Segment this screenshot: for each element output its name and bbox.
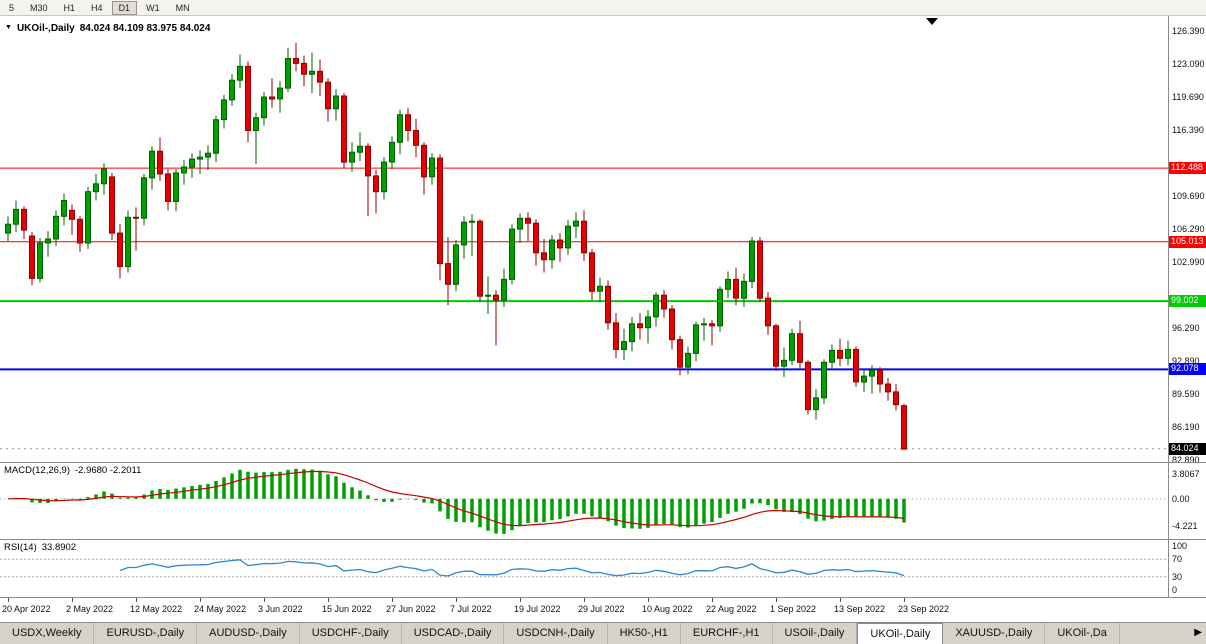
chart-tab-usdchf-daily[interactable]: USDCHF-,Daily bbox=[300, 623, 402, 644]
timeframe-button-mn[interactable]: MN bbox=[175, 2, 190, 13]
tab-scroll-right-icon[interactable]: ▶ bbox=[1194, 627, 1202, 638]
price-badge: 105.013 bbox=[1169, 235, 1206, 248]
timeframe-button-5[interactable]: 5 bbox=[9, 2, 15, 13]
date-axis-label: 19 Jul 2022 bbox=[514, 604, 561, 614]
macd-indicator-header: MACD(12,26,9) -2.9680 -2.2011 bbox=[4, 465, 141, 476]
date-axis-label: 13 Sep 2022 bbox=[834, 604, 886, 614]
price-axis-label: 82.890 bbox=[1172, 455, 1200, 465]
price-axis-label: 96.290 bbox=[1172, 322, 1200, 333]
candlestick-chart[interactable] bbox=[0, 16, 1168, 462]
macd-indicator-pane[interactable] bbox=[0, 463, 1168, 539]
date-tick bbox=[72, 598, 73, 602]
rsi-indicator-pane[interactable] bbox=[0, 540, 1168, 597]
timeframe-button-h4[interactable]: H4 bbox=[91, 2, 103, 13]
chart-tab-eurusd-daily[interactable]: EURUSD-,Daily bbox=[94, 623, 198, 644]
chart-tab-usoil-daily[interactable]: USOil-,Daily bbox=[773, 623, 858, 644]
chart-ohlc-values: 84.024 84.109 83.975 84.024 bbox=[79, 23, 211, 34]
macd-axis-label: 0.00 bbox=[1172, 493, 1190, 504]
price-axis-label: 92.890 bbox=[1172, 356, 1200, 367]
price-axis-label: 119.690 bbox=[1172, 92, 1204, 103]
date-axis-label: 7 Jul 2022 bbox=[450, 604, 492, 614]
price-axis-label: 106.290 bbox=[1172, 224, 1205, 235]
macd-label: MACD(12,26,9) bbox=[4, 465, 70, 476]
timeframe-button-m30[interactable]: M30 bbox=[30, 2, 48, 13]
price-axis-label: 86.190 bbox=[1172, 422, 1200, 433]
chart-ohlc-header: ▼ UKOil-,Daily 84.024 84.109 83.975 84.0… bbox=[5, 23, 210, 34]
date-tick bbox=[712, 598, 713, 602]
macd-axis-label: 3.8067 bbox=[1172, 469, 1200, 479]
date-axis-label: 1 Sep 2022 bbox=[770, 604, 817, 614]
date-tick bbox=[776, 598, 777, 602]
price-axis-label: 109.690 bbox=[1172, 190, 1205, 201]
date-axis-label: 24 May 2022 bbox=[194, 604, 247, 614]
price-axis-label: 89.590 bbox=[1172, 388, 1200, 399]
chart-title: UKOil-,Daily bbox=[16, 23, 75, 34]
pane-separator[interactable] bbox=[0, 539, 1206, 540]
date-axis-label: 10 Aug 2022 bbox=[642, 604, 693, 614]
price-axis-label: 102.990 bbox=[1172, 256, 1205, 267]
date-axis-label: 29 Jul 2022 bbox=[578, 604, 625, 614]
date-axis-label: 20 Apr 2022 bbox=[2, 604, 51, 614]
chart-tab-bar: USDX,Weekly EURUSD-,Daily AUDUSD-,Daily USD… bbox=[0, 622, 1206, 644]
chart-tab-usdx-weekly[interactable]: USDX,Weekly bbox=[0, 623, 95, 644]
chart-tab-ukoil-daily[interactable]: UKOil-,Daily bbox=[857, 623, 944, 644]
chart-dropdown-icon[interactable]: ▼ bbox=[5, 24, 12, 31]
date-tick bbox=[264, 598, 265, 602]
date-axis-label: 15 Jun 2022 bbox=[322, 604, 372, 614]
pane-separator[interactable] bbox=[0, 462, 1206, 463]
date-tick bbox=[520, 598, 521, 602]
date-axis-label: 3 Jun 2022 bbox=[258, 604, 303, 614]
date-axis-label: 2 May 2022 bbox=[66, 604, 114, 614]
price-badge: 112.488 bbox=[1169, 162, 1206, 175]
date-tick bbox=[648, 598, 649, 602]
price-badge: 84.024 bbox=[1169, 442, 1206, 455]
rsi-axis[interactable]: 100 70 30 0 bbox=[1169, 540, 1206, 597]
price-badge: 99.002 bbox=[1169, 295, 1206, 308]
chart-tab-audusd-daily[interactable]: AUDUSD-,Daily bbox=[197, 623, 300, 644]
price-badge: 92.078 bbox=[1169, 363, 1206, 376]
date-tick bbox=[904, 598, 905, 602]
date-tick bbox=[8, 598, 9, 602]
chart-tab-eurchf-h1[interactable]: EURCHF-,H1 bbox=[681, 623, 773, 644]
chart-tab-ukoil-da[interactable]: UKOil-,Da bbox=[1045, 623, 1120, 644]
chart-tab-xauusd-daily[interactable]: XAUUSD-,Daily bbox=[943, 623, 1046, 644]
chart-tab-usdcad-daily[interactable]: USDCAD-,Daily bbox=[402, 623, 505, 644]
date-tick bbox=[456, 598, 457, 602]
date-axis-label: 22 Aug 2022 bbox=[706, 604, 757, 614]
macd-axis[interactable]: 3.8067 0.00 -4.221 bbox=[1169, 463, 1206, 539]
date-tick bbox=[584, 598, 585, 602]
price-axis[interactable]: 126.390 123.090 119.690 116.390 109.690 106.2… bbox=[1169, 16, 1206, 465]
macd-axis-label: -4.221 bbox=[1172, 521, 1198, 531]
rsi-value: 33.8902 bbox=[41, 542, 77, 553]
rsi-axis-label: 30 bbox=[1172, 571, 1183, 582]
date-axis-label: 12 May 2022 bbox=[130, 604, 183, 614]
date-tick bbox=[840, 598, 841, 602]
date-axis-label: 27 Jun 2022 bbox=[386, 604, 436, 614]
date-axis[interactable]: 20 Apr 2022 2 May 2022 12 May 2022 24 May 2… bbox=[0, 598, 1206, 622]
price-axis-label: 126.390 bbox=[1172, 26, 1205, 36]
chart-tab-usdcnh-daily[interactable]: USDCNH-,Daily bbox=[504, 623, 608, 644]
price-axis-label: 116.390 bbox=[1172, 124, 1204, 135]
date-axis-label: 23 Sep 2022 bbox=[898, 604, 950, 614]
chart-shift-marker-icon bbox=[926, 18, 938, 25]
rsi-axis-label: 70 bbox=[1172, 554, 1183, 565]
date-tick bbox=[392, 598, 393, 602]
date-tick bbox=[328, 598, 329, 602]
date-tick bbox=[136, 598, 137, 602]
axis-separator bbox=[1168, 16, 1169, 598]
timeframe-button-h1[interactable]: H1 bbox=[63, 2, 76, 13]
chart-tab-hk50-h1[interactable]: HK50-,H1 bbox=[608, 623, 681, 644]
price-axis-label: 123.090 bbox=[1172, 58, 1205, 69]
timeframe-toolbar: 5 M30 H1 H4 D1 W1 MN bbox=[0, 0, 1206, 16]
rsi-axis-label: 0 bbox=[1172, 585, 1178, 595]
timeframe-button-w1[interactable]: W1 bbox=[146, 2, 160, 13]
timeframe-button-d1[interactable]: D1 bbox=[111, 0, 138, 15]
macd-values: -2.9680 -2.2011 bbox=[75, 465, 142, 476]
date-tick bbox=[200, 598, 201, 602]
rsi-label: RSI(14) bbox=[4, 542, 37, 553]
rsi-indicator-header: RSI(14) 33.8902 bbox=[4, 542, 76, 553]
pane-separator[interactable] bbox=[0, 597, 1206, 598]
rsi-axis-label: 100 bbox=[1172, 541, 1188, 551]
